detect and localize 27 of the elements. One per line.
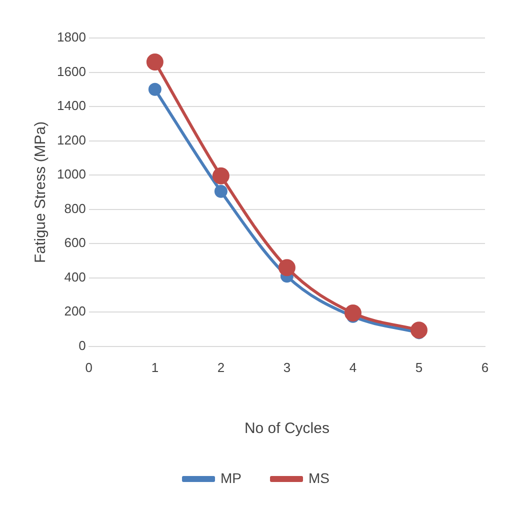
x-tick-label: 5 (415, 360, 423, 375)
y-tick-label: 200 (64, 304, 86, 319)
x-tick-label: 4 (349, 360, 357, 375)
y-tick-label: 600 (64, 235, 86, 250)
x-tick-label: 2 (217, 360, 225, 375)
y-tick-label: 1600 (57, 64, 86, 79)
point (278, 259, 296, 276)
x-tick-label: 6 (481, 360, 489, 375)
point (148, 82, 162, 96)
point (344, 304, 362, 322)
y-tick-label: 400 (64, 269, 86, 284)
legend-label: MS (308, 470, 330, 486)
y-tick-label: 1000 (57, 166, 86, 182)
y-axis-title: Fatigue Stress (MPa) (32, 121, 50, 264)
legend-label: MP (220, 470, 242, 486)
point (212, 167, 230, 184)
x-tick-label: 1 (151, 360, 159, 375)
y-tick-label: 800 (64, 200, 86, 216)
y-tick-label: 0 (78, 338, 86, 353)
point (410, 322, 428, 339)
x-tick-label: 3 (283, 360, 291, 375)
y-tick-label: 1400 (57, 98, 86, 114)
y-tick-label: 1800 (57, 30, 86, 45)
point (146, 53, 164, 70)
y-tick-label: 1200 (57, 132, 86, 148)
x-axis-title: No of Cycles (244, 420, 330, 438)
point (214, 184, 228, 198)
